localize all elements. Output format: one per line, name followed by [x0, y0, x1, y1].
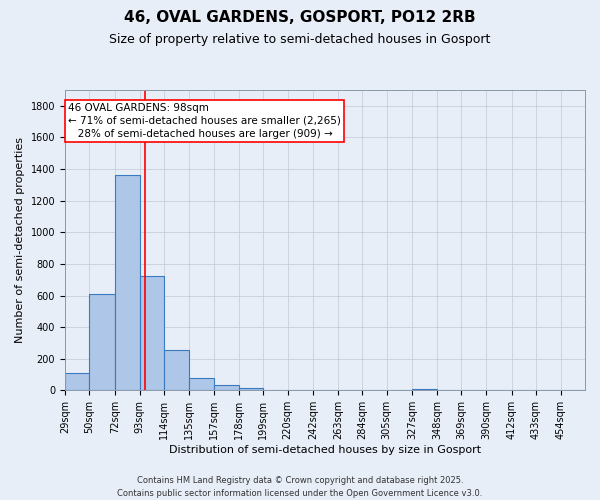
- Y-axis label: Number of semi-detached properties: Number of semi-detached properties: [15, 137, 25, 343]
- Bar: [188, 378, 214, 390]
- Bar: [89, 294, 115, 390]
- Bar: [214, 385, 239, 390]
- Bar: [115, 176, 140, 390]
- X-axis label: Distribution of semi-detached houses by size in Gosport: Distribution of semi-detached houses by …: [169, 445, 481, 455]
- Text: Contains HM Land Registry data © Crown copyright and database right 2025.
Contai: Contains HM Land Registry data © Crown c…: [118, 476, 482, 498]
- Bar: [140, 276, 164, 390]
- Text: 46 OVAL GARDENS: 98sqm
← 71% of semi-detached houses are smaller (2,265)
   28% : 46 OVAL GARDENS: 98sqm ← 71% of semi-det…: [68, 102, 341, 139]
- Bar: [164, 350, 188, 391]
- Bar: [239, 388, 263, 390]
- Text: Size of property relative to semi-detached houses in Gosport: Size of property relative to semi-detach…: [109, 32, 491, 46]
- Bar: [65, 373, 89, 390]
- Text: 46, OVAL GARDENS, GOSPORT, PO12 2RB: 46, OVAL GARDENS, GOSPORT, PO12 2RB: [124, 10, 476, 25]
- Bar: [412, 389, 437, 390]
